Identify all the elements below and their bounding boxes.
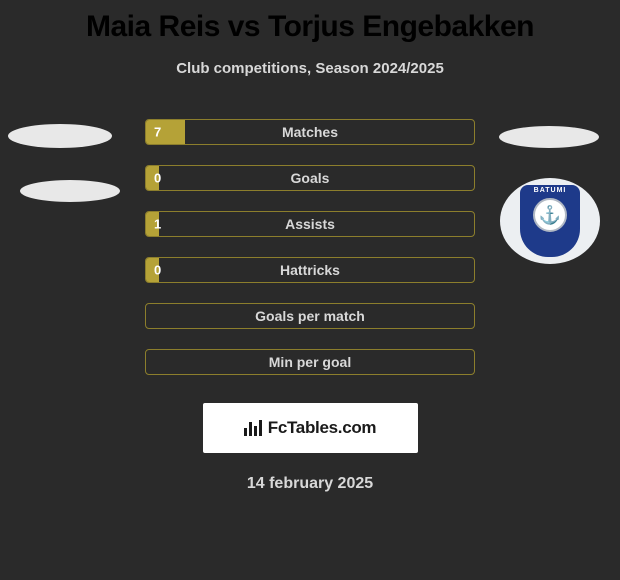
right-player-placeholder <box>499 126 599 148</box>
stat-label: Hattricks <box>280 262 340 278</box>
stat-row-matches: 7 Matches <box>145 119 475 145</box>
stat-fill <box>146 120 185 144</box>
comparison-title: Maia Reis vs Torjus Engebakken <box>0 0 620 44</box>
stat-row-goals: 0 Goals <box>145 165 475 191</box>
subtitle: Club competitions, Season 2024/2025 <box>0 60 620 77</box>
stat-label: Matches <box>282 124 338 140</box>
stat-label: Assists <box>285 216 335 232</box>
stat-label: Min per goal <box>269 354 351 370</box>
title-left: Maia Reis <box>86 10 220 43</box>
club-badge-center: ⚓ <box>533 198 567 232</box>
stat-label: Goals per match <box>255 308 365 324</box>
stat-label: Goals <box>291 170 330 186</box>
anchor-icon: ⚓ <box>539 205 561 226</box>
club-badge: BATUMI ⚓ <box>500 178 600 264</box>
stat-row-min-per-goal: Min per goal <box>145 349 475 375</box>
left-player-placeholder-1 <box>8 124 112 148</box>
title-vs: vs <box>228 10 260 43</box>
branding-text: FcTables.com <box>268 418 377 438</box>
club-badge-shield: BATUMI ⚓ <box>520 185 580 257</box>
stat-row-hattricks: 0 Hattricks <box>145 257 475 283</box>
club-badge-text: BATUMI <box>534 187 567 194</box>
stat-value: 1 <box>154 217 161 232</box>
bars-icon <box>244 420 262 436</box>
stat-value: 0 <box>154 171 161 186</box>
stat-value: 0 <box>154 263 161 278</box>
stat-row-assists: 1 Assists <box>145 211 475 237</box>
left-player-placeholder-2 <box>20 180 120 202</box>
snapshot-date: 14 february 2025 <box>0 475 620 493</box>
stat-value: 7 <box>154 125 161 140</box>
title-right: Torjus Engebakken <box>268 10 534 43</box>
stat-row-goals-per-match: Goals per match <box>145 303 475 329</box>
branding-banner: FcTables.com <box>203 403 418 453</box>
